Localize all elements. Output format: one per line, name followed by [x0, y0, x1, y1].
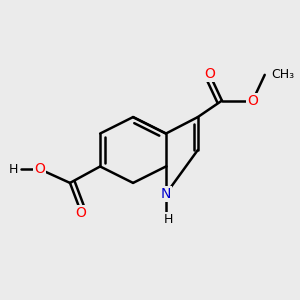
Text: O: O — [204, 67, 215, 81]
Text: O: O — [247, 94, 258, 108]
Text: N: N — [161, 187, 171, 201]
Text: H: H — [164, 213, 173, 226]
Text: O: O — [34, 162, 45, 176]
Text: O: O — [76, 206, 86, 220]
Text: CH₃: CH₃ — [271, 68, 294, 81]
Text: H: H — [8, 163, 18, 176]
